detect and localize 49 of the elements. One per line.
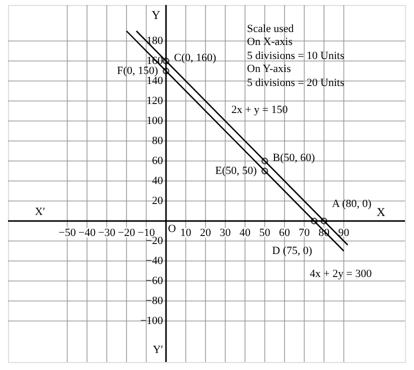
point: [320, 218, 328, 224]
y-tick-label: 180: [146, 35, 164, 47]
y-tick-label: 100: [146, 115, 164, 127]
annotation: Scale used: [247, 23, 294, 35]
x-tick-label: 30: [220, 227, 232, 239]
x-tick-label: −20: [118, 227, 136, 239]
point: [162, 58, 170, 64]
point: [261, 168, 268, 174]
annotation: B(50, 60): [272, 152, 316, 164]
annotation: D (75, 0): [272, 245, 312, 257]
x-tick-label: 20: [200, 227, 212, 239]
y-tick-label: −40: [146, 255, 164, 267]
x-tick-label: 10: [180, 227, 192, 239]
annotation: X′: [34, 206, 46, 218]
x-tick-label: 60: [279, 227, 291, 239]
annotation: 5 divisions = 20 Units: [247, 77, 344, 89]
x-tick-label: 40: [240, 227, 252, 239]
x-axis-title: X: [376, 205, 386, 219]
y-tick-label: 120: [146, 95, 164, 107]
y-tick-label: 80: [152, 135, 164, 147]
x-tick-label: −40: [78, 227, 96, 239]
y-tick-label: −100: [140, 315, 164, 327]
annotation: F(0, 150): [117, 65, 158, 77]
y-tick-label: −60: [146, 275, 164, 287]
point: [261, 158, 268, 164]
annotation: On Y-axis: [247, 63, 291, 75]
annotation: 4x + 2y = 300: [310, 268, 372, 280]
y-tick-label: 60: [152, 155, 164, 167]
y-axis-title: Y: [152, 8, 161, 22]
y-tick-label: −80: [146, 295, 164, 307]
x-tick-label: 70: [298, 227, 310, 239]
annotation: 2x + y = 150: [231, 104, 288, 116]
annotation: On X-axis: [247, 36, 293, 48]
y-tick-label: −20: [146, 235, 164, 247]
y-tick-label: 140: [146, 75, 164, 87]
y-tick-label: 40: [152, 175, 164, 187]
annotation: Y′: [152, 344, 164, 356]
y-tick-label: 20: [152, 195, 164, 207]
point: [310, 218, 318, 224]
annotation: 5 divisions = 10 Units: [247, 50, 344, 62]
x-tick-label: −30: [98, 227, 116, 239]
x-tick-label: 90: [338, 227, 350, 239]
x-tick-label: 50: [259, 227, 271, 239]
annotation: C(0, 160): [174, 52, 217, 64]
annotation: E(50, 50): [215, 165, 258, 177]
x-tick-label: −50: [58, 227, 76, 239]
point: [162, 68, 170, 74]
annotation: O: [168, 223, 176, 235]
annotation: A (80, 0): [332, 198, 372, 210]
